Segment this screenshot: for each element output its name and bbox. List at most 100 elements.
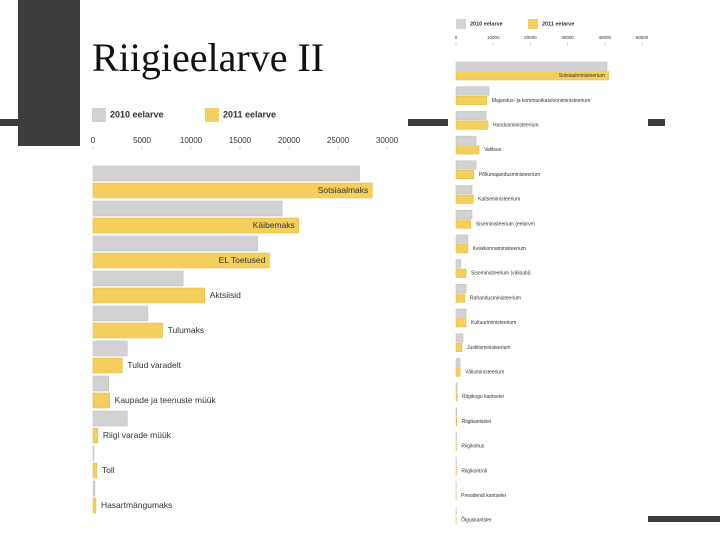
bar — [92, 217, 300, 234]
bar — [92, 480, 96, 497]
category-label: Tulumaks — [168, 325, 205, 335]
bar — [92, 497, 97, 514]
legend-swatch — [456, 19, 466, 29]
bar — [92, 165, 360, 182]
category-label: Kultuuriministeerium — [471, 320, 516, 326]
category-label: Riigi varade müük — [103, 430, 172, 440]
bar — [455, 367, 461, 377]
x-tick-label: 50000 — [636, 35, 649, 40]
x-tick-label: 40000 — [599, 35, 612, 40]
category-label: Riigikontroll — [461, 468, 487, 474]
bar — [455, 417, 457, 427]
bar — [455, 358, 461, 368]
category-label: Välisministeerium — [465, 369, 504, 375]
bar — [455, 259, 462, 269]
bar — [92, 462, 98, 479]
bar — [455, 120, 489, 130]
category-label: Toll — [102, 465, 115, 475]
bar — [455, 86, 490, 96]
bar — [92, 270, 184, 287]
bar — [455, 333, 464, 343]
category-label: Sotsiaalministeerium — [559, 73, 605, 79]
bar — [92, 200, 283, 217]
bar — [455, 219, 472, 229]
category-label: Riigikohus — [461, 444, 485, 450]
bar — [455, 61, 608, 71]
category-label: Käibemaks — [253, 220, 295, 230]
bar — [455, 284, 467, 294]
bar — [455, 308, 467, 318]
category-label: Kaitseministeerium — [478, 197, 520, 203]
bar — [92, 357, 123, 374]
legend-label: 2011 eelarve — [542, 21, 574, 27]
bar — [92, 305, 149, 322]
bar — [92, 182, 373, 199]
bar — [455, 71, 610, 81]
category-label: Justiitsministeerium — [467, 345, 511, 351]
bar — [92, 375, 109, 392]
category-label: Riigikantselei — [462, 419, 491, 425]
legend-swatch — [528, 19, 538, 29]
category-label: Õiguskantsler — [461, 517, 492, 524]
bar — [455, 318, 467, 328]
legend-label: 2010 eelarve — [470, 21, 503, 27]
bar — [92, 287, 205, 304]
x-tick-label: 30000 — [376, 136, 399, 145]
bar — [455, 95, 488, 105]
decor-bar — [648, 119, 665, 126]
bar — [92, 235, 258, 252]
x-tick-label: 0 — [455, 35, 458, 40]
bar — [455, 382, 458, 392]
decor-bar — [0, 119, 20, 126]
category-label: Sotsiaalmaks — [318, 185, 369, 195]
bar — [455, 145, 480, 155]
category-label: Põllumajandusministeerium — [479, 172, 540, 178]
x-tick-label: 10000 — [487, 35, 500, 40]
category-label: Rahandusministeerium — [470, 295, 521, 301]
x-tick-label: 20000 — [278, 136, 301, 145]
bar — [455, 244, 469, 254]
category-label: Hasartmängumaks — [101, 500, 172, 510]
category-label: Majandus- ja kommunikatsiooniministeeriu… — [492, 98, 590, 104]
decor-block — [18, 0, 80, 146]
category-label: Haridusministeerium — [493, 122, 539, 128]
bar — [455, 170, 475, 180]
bar — [92, 340, 128, 357]
bar — [455, 268, 467, 278]
bar — [92, 427, 99, 444]
category-label: Tulud varadelt — [127, 360, 181, 370]
x-tick-label: 15000 — [229, 136, 252, 145]
bar — [455, 234, 469, 244]
decor-bar — [408, 119, 448, 126]
bar — [455, 392, 458, 402]
bar — [455, 293, 466, 303]
x-tick-label: 25000 — [327, 136, 350, 145]
category-label: Valitsus — [484, 147, 502, 153]
bar — [92, 322, 163, 339]
legend-label: 2011 eelarve — [223, 109, 276, 119]
x-tick-label: 10000 — [180, 136, 203, 145]
category-label: Presidendi kantselei — [461, 493, 506, 499]
bar — [455, 185, 473, 195]
bar — [92, 410, 128, 427]
category-label: Aktsiisid — [210, 290, 241, 300]
category-label: Siseministeerium (eelarve) — [476, 221, 536, 227]
x-tick-label: 5000 — [133, 136, 151, 145]
bar — [455, 342, 463, 352]
bar — [455, 194, 474, 204]
category-label: Riigikogu kantselei — [462, 394, 504, 400]
legend-swatch — [92, 108, 106, 122]
legend-swatch — [205, 108, 219, 122]
bar — [455, 160, 477, 170]
bar — [455, 209, 473, 219]
category-label: Keskkonnaministeerium — [473, 246, 526, 252]
slide-title: Riigieelarve II — [92, 35, 324, 80]
x-tick-label: 20000 — [524, 35, 537, 40]
bar — [455, 111, 487, 121]
bar — [455, 407, 457, 417]
bar — [92, 392, 110, 409]
bar — [455, 135, 477, 145]
category-label: EL Toetused — [219, 255, 266, 265]
x-tick-label: 30000 — [561, 35, 574, 40]
